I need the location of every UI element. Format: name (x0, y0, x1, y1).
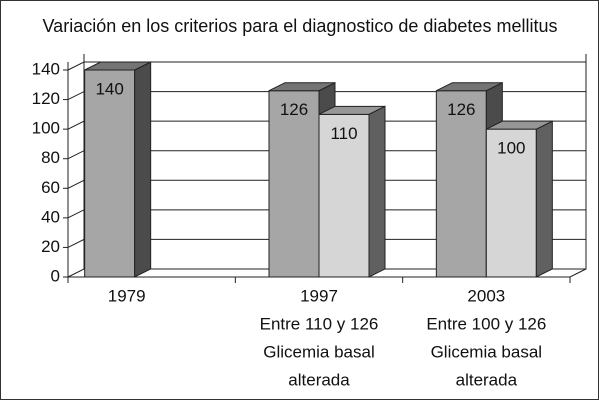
value-label: 110 (330, 124, 357, 143)
y-tick-label: 40 (41, 207, 60, 226)
x-tick-label: 2003 (467, 286, 505, 305)
bar-face (486, 120, 553, 130)
x-tick-label: alterada (456, 370, 518, 389)
y-tick-label: 60 (41, 178, 60, 197)
x-tick-label: Entre 110 y 126 (260, 314, 379, 333)
grid-line (67, 150, 586, 160)
grid-line (67, 238, 586, 248)
grid-line (67, 268, 586, 278)
bar (485, 120, 553, 278)
value-label: 140 (95, 79, 123, 98)
grid-line (67, 91, 586, 101)
x-tick-label: Glicemia basal (263, 342, 375, 361)
bar (84, 61, 152, 278)
bar-face (436, 82, 503, 92)
y-tick-label: 20 (41, 237, 60, 256)
x-tick-label: Entre 100 y 126 (426, 314, 546, 333)
grid-line (67, 179, 586, 189)
bar-face (84, 61, 151, 71)
bar (318, 105, 386, 278)
y-tick-label: 0 (51, 266, 60, 285)
y-tick-label: 120 (32, 89, 60, 108)
bar-face (535, 120, 553, 278)
bar-face (318, 105, 386, 115)
y-tick-label: 140 (32, 59, 60, 78)
value-label: 100 (497, 139, 525, 158)
x-tick-label: 1979 (108, 286, 146, 305)
y-tick-label: 80 (41, 148, 60, 167)
bar-face (84, 69, 136, 278)
grid-line (67, 61, 586, 71)
x-tick-label: Glicemia basal (431, 342, 543, 361)
bar-face (134, 61, 152, 278)
grid-line (67, 120, 586, 130)
value-label: 126 (280, 100, 308, 119)
y-tick-label: 100 (32, 119, 60, 138)
chart-title: Variación en los criterios para el diagn… (43, 16, 558, 36)
bar-face (368, 105, 386, 278)
x-tick-label: 1997 (300, 286, 338, 305)
value-label: 126 (447, 100, 475, 119)
x-tick-label: alterada (288, 370, 350, 389)
grid-line (67, 209, 586, 219)
bar-face (268, 82, 336, 92)
